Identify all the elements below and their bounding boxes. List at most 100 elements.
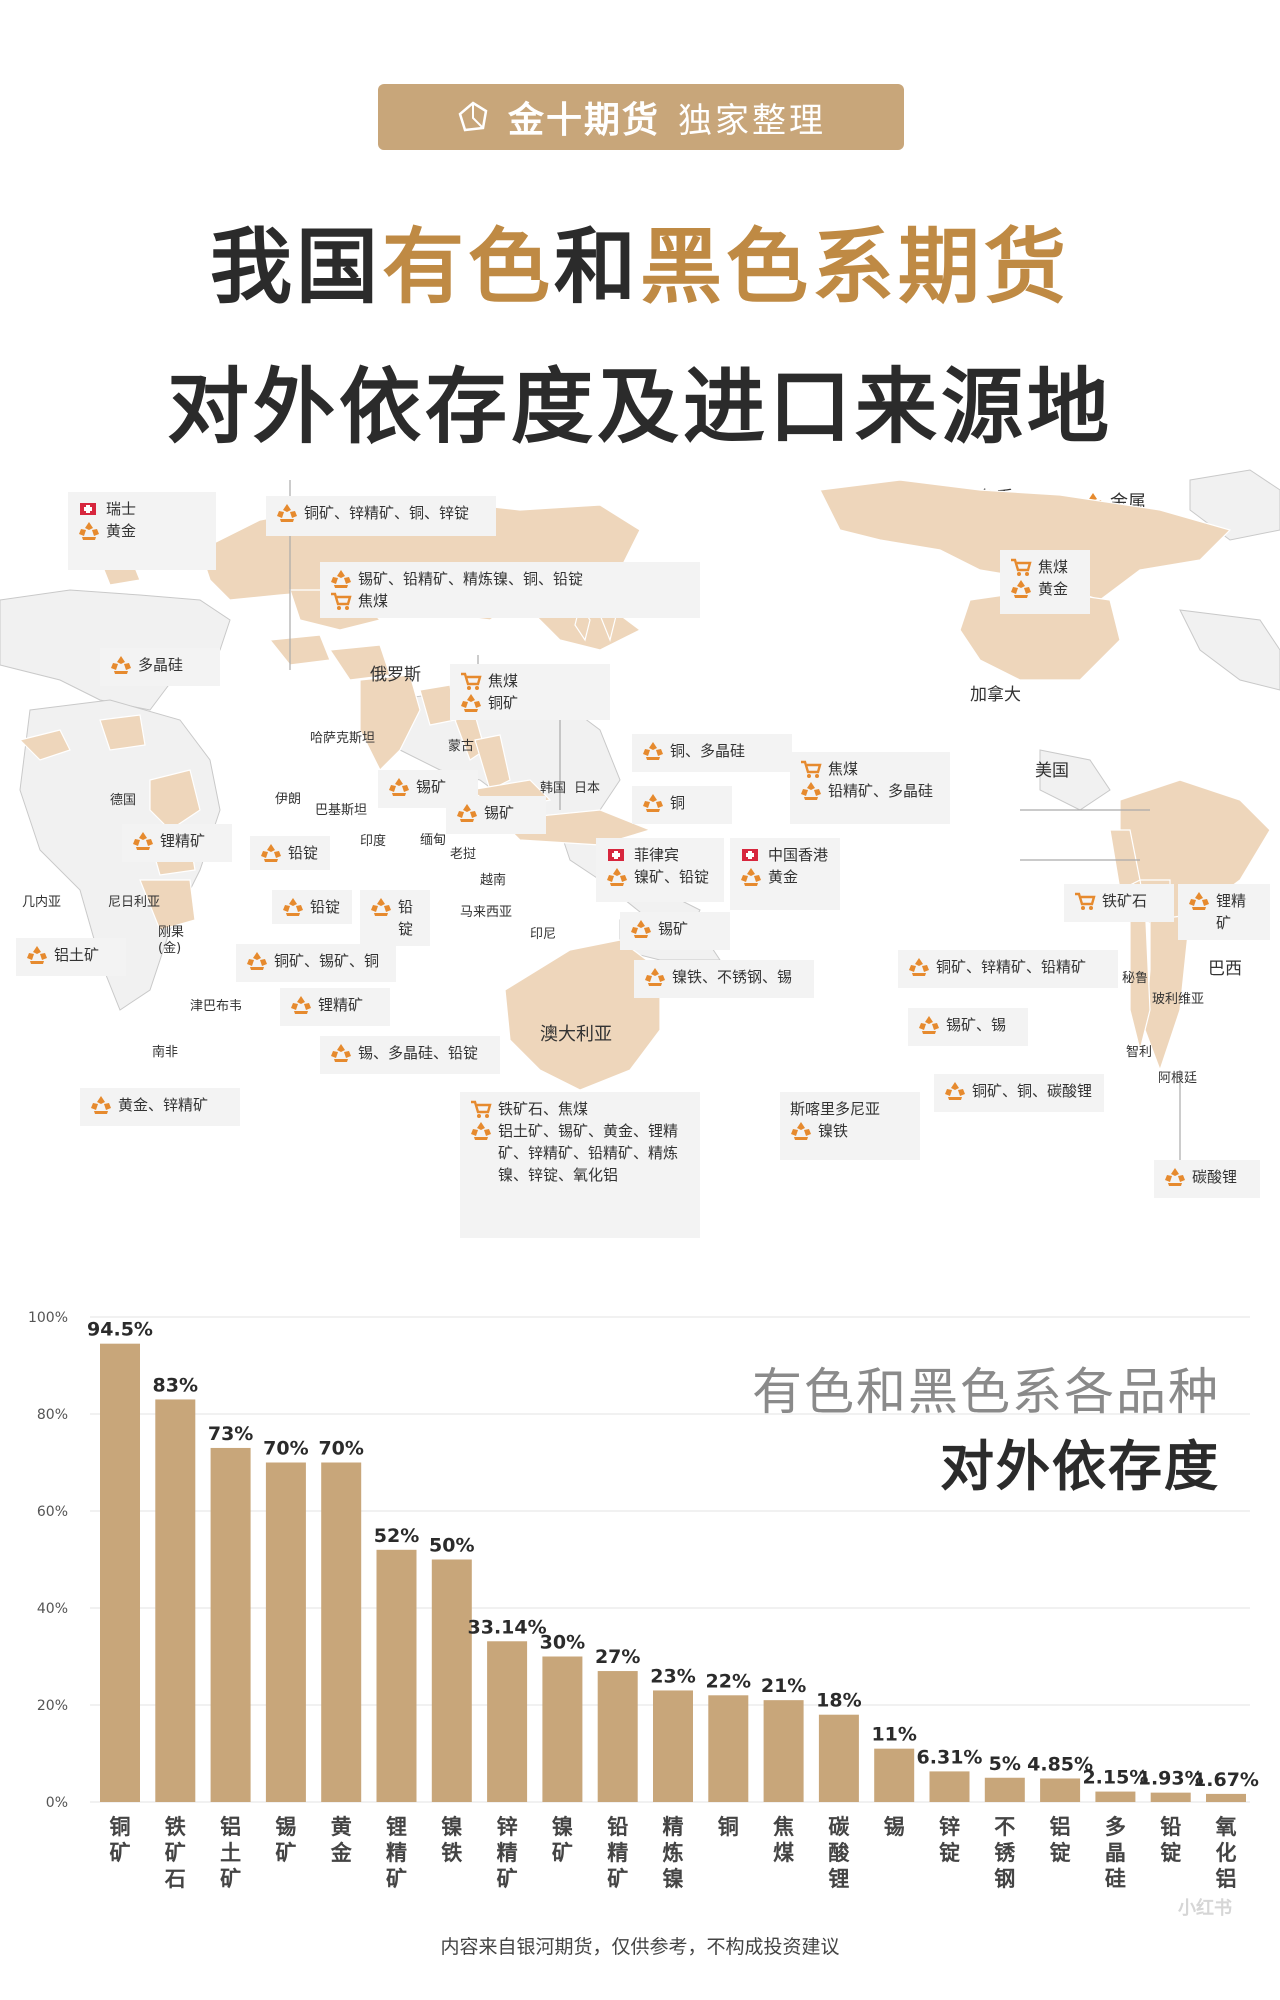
metal-icon — [791, 1122, 811, 1140]
x-tick-label: 多晶硅 — [1105, 1815, 1126, 1891]
metal-icon — [261, 844, 281, 862]
country-label: 韩国 — [540, 781, 566, 796]
card-item-text: 焦煤 — [358, 592, 389, 610]
card-item-text: 镍铁 — [818, 1122, 849, 1140]
card-item-text: 镍矿、铅锭 — [634, 868, 710, 886]
source-card: 锂精矿 — [280, 988, 390, 1026]
metal-icon — [371, 898, 391, 916]
metal-icon — [741, 868, 761, 886]
card-item-text: 锡矿 — [484, 804, 515, 822]
bar-value-label: 11% — [871, 1724, 916, 1746]
bar — [100, 1343, 140, 1802]
x-tick-label: 不锈钢 — [994, 1815, 1016, 1891]
y-tick-label: 40% — [37, 1601, 68, 1617]
card-item-text: 铁矿石 — [1102, 892, 1148, 910]
country-label: 缅甸 — [420, 833, 446, 848]
card-item-text: 锂精矿 — [160, 832, 206, 850]
bar — [1040, 1778, 1081, 1802]
card-item-text: 铅精矿、多晶硅 — [828, 782, 934, 800]
ferrous-icon — [471, 1100, 492, 1118]
bar-value-label: 30% — [540, 1632, 585, 1654]
metal-icon — [1189, 892, 1209, 910]
x-tick-label: 铅锭 — [1160, 1815, 1181, 1865]
bar-value-label: 1.93% — [1138, 1768, 1204, 1790]
country-label: 阿根廷 — [1158, 1071, 1197, 1086]
x-tick-label: 精炼镍 — [663, 1815, 684, 1891]
bar — [210, 1447, 251, 1802]
source-card: 锡矿、铅精矿、精炼镍、铜、铅锭 焦煤 — [320, 562, 700, 618]
bar — [984, 1777, 1025, 1802]
bar-value-label: 50% — [429, 1535, 474, 1557]
metal-icon — [631, 920, 651, 938]
source-card: 斯喀里多尼亚 镍铁 — [780, 1092, 920, 1160]
source-card: 锡矿、锡 — [908, 1008, 1028, 1046]
metal-icon — [291, 996, 311, 1014]
header-banner: 金十期货 独家整理 — [378, 84, 904, 150]
y-tick-label: 20% — [37, 1698, 68, 1714]
bar — [1150, 1792, 1191, 1802]
country-label: 玻利维亚 — [1152, 992, 1204, 1007]
country-label: 印度 — [360, 833, 386, 849]
source-card: 铜 — [632, 786, 732, 824]
bar-value-label: 6.31% — [917, 1746, 983, 1768]
source-card: 铁矿石、焦煤 铝土矿、锡矿、黄金、锂精矿、锌精矿、铅精矿、精炼镍、锌锭、氧化铝 — [460, 1092, 700, 1238]
x-tick-label: 焦煤 — [772, 1815, 794, 1865]
chart-title: 有色和黑色系各品种 — [752, 1363, 1220, 1421]
bar — [653, 1690, 693, 1802]
source-card: 焦煤 黄金 — [1000, 550, 1090, 614]
source-card: 铁矿石 — [1064, 884, 1174, 922]
card-item-text: 铜 — [670, 794, 686, 812]
source-card: 铅锭 — [250, 836, 330, 870]
bar — [431, 1559, 472, 1802]
bar-value-label: 18% — [816, 1690, 861, 1712]
x-tick-label: 锡 — [884, 1815, 905, 1839]
card-item-text: 黄金、锌精矿 — [118, 1096, 209, 1114]
source-card: 锡矿 — [620, 912, 730, 950]
country-label: 印尼 — [530, 927, 556, 942]
ferrous-icon — [461, 672, 482, 690]
bar — [376, 1549, 417, 1802]
ferrous-icon — [1075, 892, 1096, 910]
country-label: 巴基斯坦 — [315, 803, 367, 818]
bar-value-label: 5% — [989, 1753, 1021, 1775]
card-item-text: 铝土矿、锡矿、黄金、锂精矿、锌精矿、铅精矿、精炼镍、锌锭、氧化铝 — [498, 1122, 679, 1184]
x-tick-label: 锌锭 — [939, 1815, 960, 1865]
x-tick-label: 锡矿 — [275, 1815, 296, 1865]
bar-value-label: 4.85% — [1027, 1753, 1093, 1775]
source-card: 焦煤 铅精矿、多晶硅 — [790, 752, 950, 824]
page-title-line2: 对外依存度及进口来源地 — [166, 360, 1113, 455]
card-item-text: 黄金 — [768, 868, 799, 886]
y-tick-label: 60% — [37, 1504, 68, 1520]
country-labels: 俄罗斯加拿大美国 哈萨克斯坦蒙古德国 伊朗巴基斯坦印度 缅甸老挝越南马来西亚印尼 韩国日… — [22, 665, 1242, 1086]
y-tick-label: 100% — [28, 1310, 68, 1326]
card-item-text: 锂精矿 — [318, 996, 364, 1014]
bar — [155, 1399, 196, 1802]
bar-value-label: 1.67% — [1193, 1769, 1259, 1791]
metal-icon — [1165, 1168, 1185, 1186]
brand-name: 金十期货 — [507, 100, 660, 141]
page-title-line1: 我国有色和黑色系期货 — [209, 220, 1071, 315]
source-card: 铝土矿 — [16, 938, 126, 976]
source-card: 锡矿 — [446, 796, 546, 834]
ferrous-icon — [1011, 558, 1032, 576]
source-card: 铜矿、铜、碳酸锂 — [934, 1074, 1104, 1112]
card-item-text: 多晶硅 — [138, 656, 184, 674]
country-label: 美国 — [1035, 761, 1069, 781]
card-item-text: 锂精矿 — [1216, 892, 1247, 932]
bar — [708, 1695, 749, 1802]
metal-icon — [331, 570, 351, 588]
card-region: 斯喀里多尼亚 — [790, 1100, 881, 1118]
bar — [874, 1748, 915, 1802]
x-tick-label: 镍矿 — [552, 1815, 573, 1865]
card-item-text: 焦煤 — [488, 672, 519, 690]
metal-icon — [111, 656, 131, 674]
card-region: 菲律宾 — [634, 846, 680, 864]
bar-value-label: 73% — [208, 1423, 253, 1445]
bar-value-label: 23% — [650, 1665, 695, 1687]
bar-value-label: 2.15% — [1082, 1767, 1148, 1789]
ferrous-icon — [801, 760, 822, 778]
country-label: 秘鲁 — [1122, 971, 1148, 986]
metal-icon — [277, 504, 297, 522]
source-card: 铜矿、锌精矿、铜、锌锭 — [266, 496, 496, 536]
card-item-text: 铜矿 — [488, 694, 519, 712]
